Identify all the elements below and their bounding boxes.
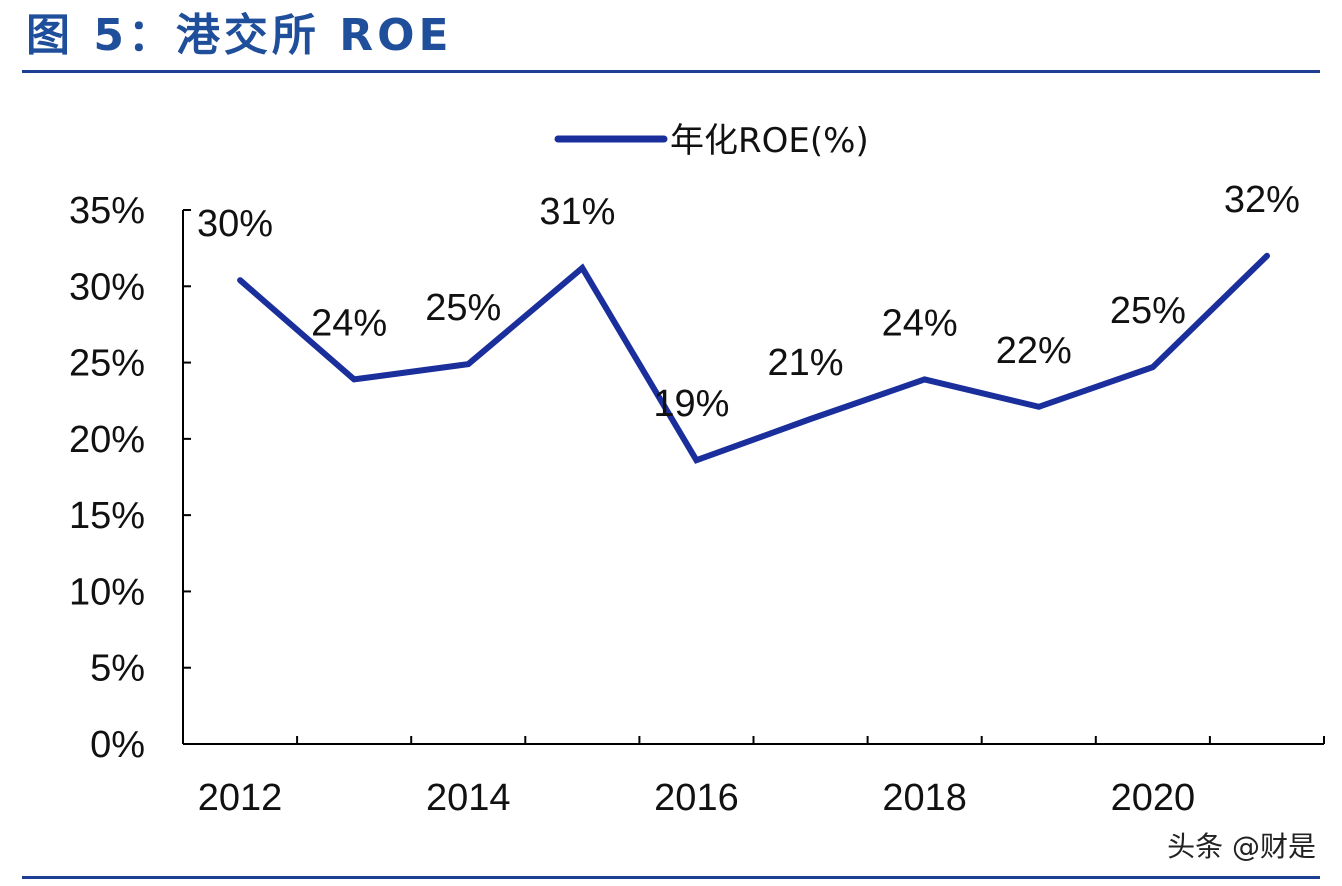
axes: [182, 209, 1325, 745]
x-tick-label: 2018: [882, 777, 967, 819]
figure-title: 图 5：港交所 ROE: [26, 10, 453, 61]
y-tick-label: 15%: [69, 495, 145, 537]
y-axis-labels: 0% 5% 10% 15% 20% 25% 30% 35%: [69, 190, 145, 766]
y-tick-label: 10%: [69, 571, 145, 613]
bottom-divider: [22, 876, 1320, 879]
series-line: [237, 252, 1270, 464]
data-label: 30%: [197, 203, 273, 245]
y-tick-label: 35%: [69, 190, 145, 232]
data-point: [1151, 365, 1155, 369]
data-label: 19%: [653, 383, 729, 425]
x-tick-label: 2012: [198, 777, 283, 819]
y-tick-label: 30%: [69, 266, 145, 308]
y-tick-label: 25%: [69, 343, 145, 385]
x-tick-label: 2016: [654, 777, 739, 819]
data-point: [1265, 254, 1269, 258]
top-divider: [22, 70, 1320, 73]
data-point: [1037, 405, 1041, 409]
legend-label: 年化ROE(%): [670, 121, 869, 161]
y-tick-label: 0%: [90, 724, 145, 766]
data-label: 24%: [311, 302, 387, 344]
legend: 年化ROE(%): [554, 121, 869, 161]
data-point: [466, 362, 470, 366]
watermark-text: 头条 @财是: [1167, 830, 1316, 863]
x-tick-label: 2020: [1111, 777, 1196, 819]
data-label: 25%: [425, 287, 501, 329]
data-label: 21%: [768, 342, 844, 384]
data-point: [694, 458, 698, 462]
data-point: [580, 266, 584, 270]
x-axis-labels: 2012 2014 2016 2018 2020: [198, 777, 1195, 819]
data-point: [923, 377, 927, 381]
data-label: 25%: [1110, 290, 1186, 332]
y-tick-label: 20%: [69, 419, 145, 461]
data-labels: 30% 24% 25% 31% 19% 21% 24% 22% 25% 32%: [197, 179, 1300, 425]
data-point: [352, 377, 356, 381]
data-label: 31%: [539, 191, 615, 233]
data-label: 22%: [996, 330, 1072, 372]
series-roe: [237, 252, 1270, 464]
x-tick-label: 2014: [426, 777, 511, 819]
data-point: [809, 417, 813, 421]
data-label: 32%: [1224, 179, 1300, 221]
data-point: [238, 278, 242, 282]
y-tick-label: 5%: [90, 648, 145, 690]
data-label: 24%: [882, 302, 958, 344]
